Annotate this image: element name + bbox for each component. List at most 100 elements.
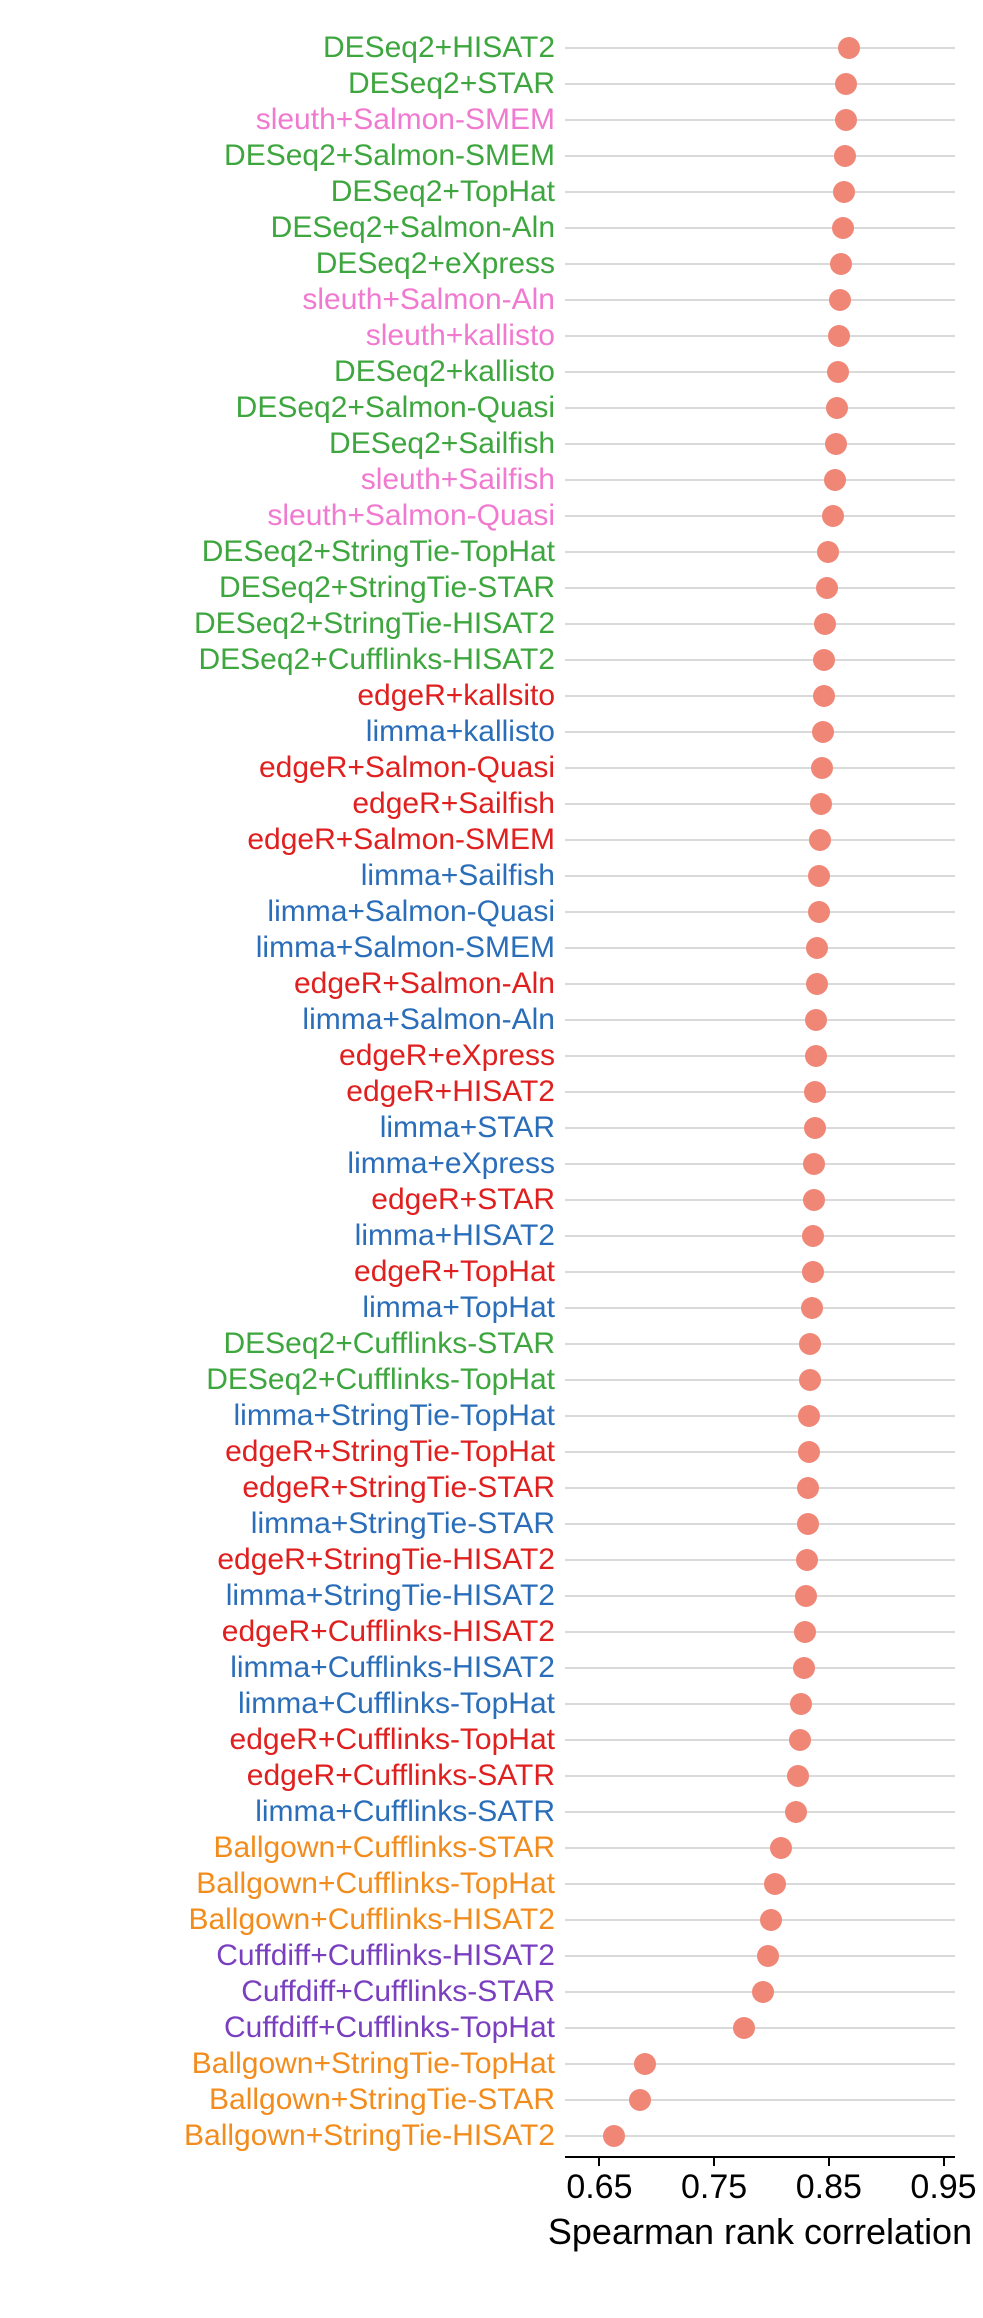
gridline xyxy=(565,228,955,229)
chart-row: edgeR+Salmon-SMEM xyxy=(565,822,955,858)
chart-row: limma+StringTie-TopHat xyxy=(565,1398,955,1434)
gridline xyxy=(565,1020,955,1021)
gridline xyxy=(565,1236,955,1237)
chart-row: edgeR+Cufflinks-HISAT2 xyxy=(565,1614,955,1650)
chart-row: DESeq2+StringTie-TopHat xyxy=(565,534,955,570)
gridline xyxy=(565,552,955,553)
y-label: Ballgown+StringTie-STAR xyxy=(209,2082,555,2118)
chart-row: sleuth+Salmon-Aln xyxy=(565,282,955,318)
gridline xyxy=(565,1200,955,1201)
chart-row: DESeq2+Salmon-Quasi xyxy=(565,390,955,426)
chart-row: edgeR+Salmon-Aln xyxy=(565,966,955,1002)
data-point xyxy=(805,1009,827,1031)
y-label: DESeq2+Sailfish xyxy=(329,426,555,462)
data-point xyxy=(804,1081,826,1103)
y-label: Ballgown+Cufflinks-STAR xyxy=(213,1830,555,1866)
chart-row: sleuth+Sailfish xyxy=(565,462,955,498)
data-point xyxy=(813,685,835,707)
x-axis-line xyxy=(565,2156,955,2158)
chart-row: Ballgown+StringTie-STAR xyxy=(565,2082,955,2118)
data-point xyxy=(795,1585,817,1607)
y-label: edgeR+Salmon-SMEM xyxy=(247,822,555,858)
data-point xyxy=(809,829,831,851)
y-label: edgeR+eXpress xyxy=(339,1038,555,1074)
gridline xyxy=(565,516,955,517)
data-point xyxy=(806,937,828,959)
data-point xyxy=(785,1801,807,1823)
gridline xyxy=(565,1632,955,1633)
data-point xyxy=(801,1297,823,1319)
gridline xyxy=(565,1308,955,1309)
data-point xyxy=(803,1153,825,1175)
chart-row: DESeq2+Salmon-Aln xyxy=(565,210,955,246)
gridline xyxy=(565,948,955,949)
y-label: DESeq2+StringTie-TopHat xyxy=(202,534,555,570)
y-label: Ballgown+StringTie-HISAT2 xyxy=(184,2118,555,2154)
x-axis-title: Spearman rank correlation xyxy=(548,2211,972,2253)
data-point xyxy=(824,469,846,491)
chart-row: limma+Cufflinks-HISAT2 xyxy=(565,1650,955,1686)
gridline xyxy=(565,1848,955,1849)
data-point xyxy=(806,973,828,995)
data-point xyxy=(797,1513,819,1535)
gridline xyxy=(565,480,955,481)
x-tick-label: 0.95 xyxy=(910,2168,976,2207)
y-label: limma+eXpress xyxy=(347,1146,555,1182)
data-point xyxy=(816,577,838,599)
gridline xyxy=(565,2100,955,2101)
chart-row: DESeq2+Sailfish xyxy=(565,426,955,462)
y-label: edgeR+Cufflinks-SATR xyxy=(247,1758,555,1794)
gridline xyxy=(565,264,955,265)
chart-row: sleuth+Salmon-SMEM xyxy=(565,102,955,138)
gridline xyxy=(565,84,955,85)
data-point xyxy=(797,1477,819,1499)
y-label: DESeq2+eXpress xyxy=(316,246,555,282)
x-tick-label: 0.65 xyxy=(566,2168,632,2207)
chart-row: edgeR+eXpress xyxy=(565,1038,955,1074)
y-label: sleuth+Salmon-Quasi xyxy=(267,498,555,534)
gridline xyxy=(565,120,955,121)
gridline xyxy=(565,696,955,697)
gridline xyxy=(565,588,955,589)
y-label: sleuth+kallisto xyxy=(366,318,555,354)
chart-row: DESeq2+StringTie-HISAT2 xyxy=(565,606,955,642)
gridline xyxy=(565,804,955,805)
y-label: DESeq2+Cufflinks-STAR xyxy=(223,1326,555,1362)
gridline xyxy=(565,984,955,985)
y-label: Cuffdiff+Cufflinks-HISAT2 xyxy=(216,1938,555,1974)
gridline xyxy=(565,372,955,373)
gridline xyxy=(565,876,955,877)
y-label: limma+kallisto xyxy=(366,714,555,750)
data-point xyxy=(799,1333,821,1355)
x-tick xyxy=(598,2156,600,2166)
x-tick xyxy=(713,2156,715,2166)
gridline xyxy=(565,1812,955,1813)
chart-row: DESeq2+TopHat xyxy=(565,174,955,210)
y-label: sleuth+Salmon-SMEM xyxy=(256,102,555,138)
y-label: limma+STAR xyxy=(380,1110,555,1146)
data-point xyxy=(835,73,857,95)
chart-row: DESeq2+STAR xyxy=(565,66,955,102)
y-label: edgeR+kallsito xyxy=(357,678,555,714)
y-label: edgeR+Cufflinks-HISAT2 xyxy=(222,1614,555,1650)
gridline xyxy=(565,912,955,913)
data-point xyxy=(814,613,836,635)
y-label: Ballgown+Cufflinks-HISAT2 xyxy=(188,1902,555,1938)
data-point xyxy=(760,1909,782,1931)
y-label: limma+HISAT2 xyxy=(355,1218,555,1254)
chart-row: limma+Sailfish xyxy=(565,858,955,894)
data-point xyxy=(796,1549,818,1571)
y-label: edgeR+STAR xyxy=(371,1182,555,1218)
y-label: Cuffdiff+Cufflinks-STAR xyxy=(241,1974,555,2010)
y-label: limma+Salmon-Aln xyxy=(302,1002,555,1038)
chart-row: limma+HISAT2 xyxy=(565,1218,955,1254)
y-label: edgeR+Cufflinks-TopHat xyxy=(230,1722,555,1758)
chart-row: Ballgown+Cufflinks-STAR xyxy=(565,1830,955,1866)
chart-row: edgeR+Salmon-Quasi xyxy=(565,750,955,786)
gridline xyxy=(565,1056,955,1057)
chart-row: limma+Salmon-Aln xyxy=(565,1002,955,1038)
chart-row: edgeR+StringTie-TopHat xyxy=(565,1434,955,1470)
y-label: edgeR+Salmon-Aln xyxy=(294,966,555,1002)
y-label: DESeq2+StringTie-HISAT2 xyxy=(194,606,555,642)
chart-row: Ballgown+Cufflinks-HISAT2 xyxy=(565,1902,955,1938)
